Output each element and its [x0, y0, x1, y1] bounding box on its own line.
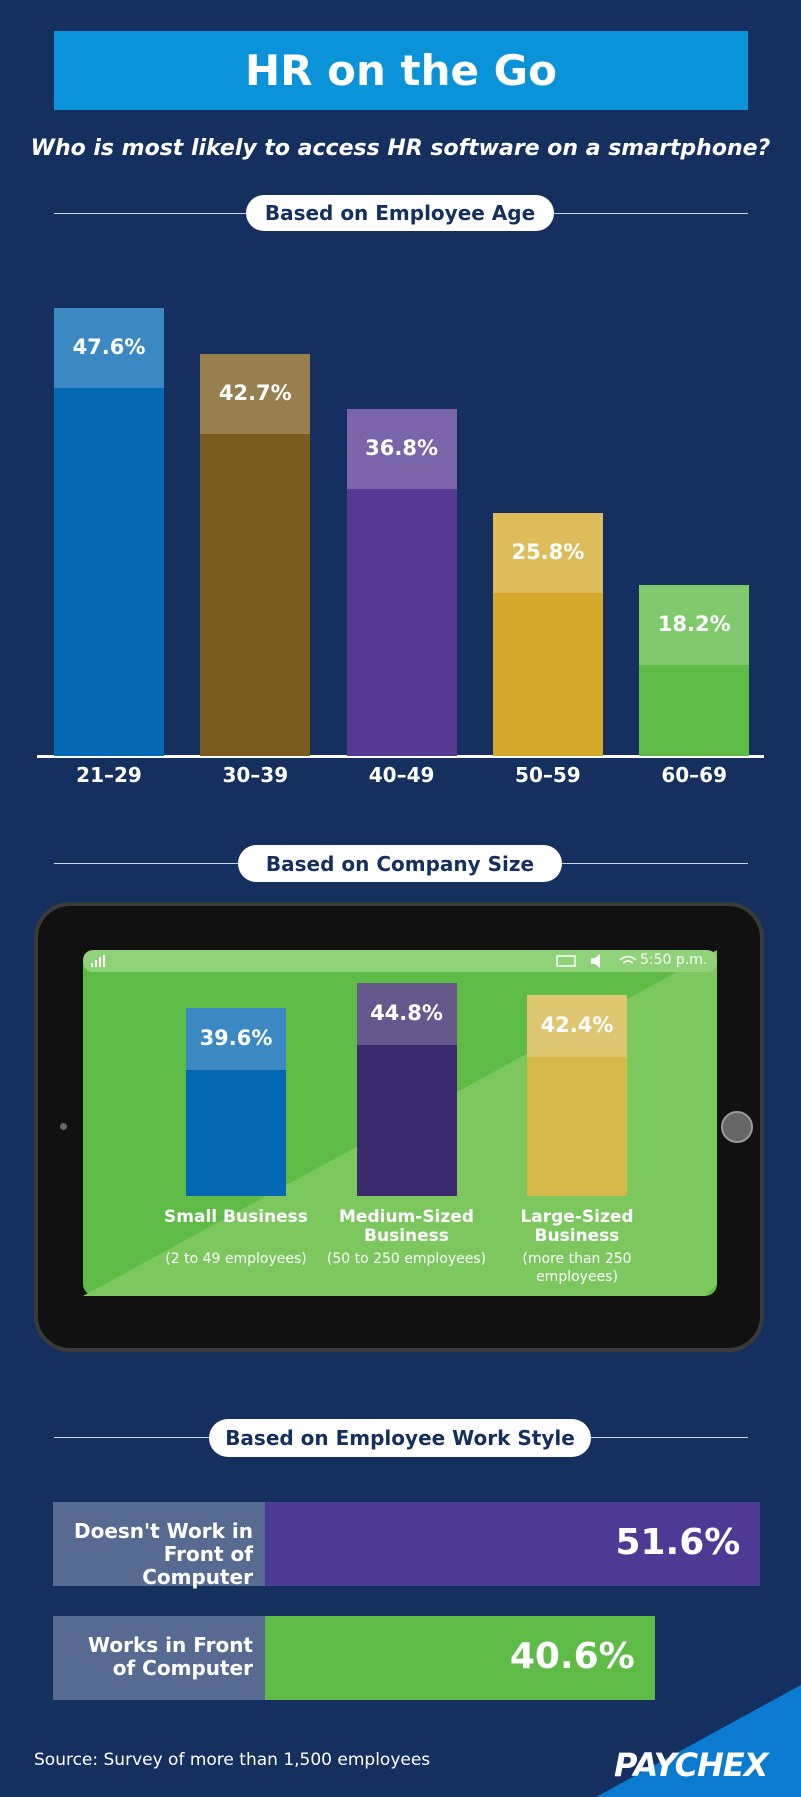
bar-highlight — [492, 512, 603, 593]
brand-triangle — [596, 1685, 801, 1797]
bar — [200, 353, 311, 756]
category-label: Medium-Sized Business — [339, 1207, 474, 1246]
category-label: Small Business — [164, 1207, 308, 1227]
category-label: Doesn't Work in Front of Computer — [73, 1519, 253, 1589]
bar — [492, 512, 603, 756]
bar-highlight — [527, 994, 627, 1057]
bar-highlight — [346, 409, 457, 490]
category-box — [53, 1502, 265, 1586]
camera — [60, 1123, 67, 1130]
wifi-icon — [619, 955, 637, 964]
section-title: Based on Employee Work Style — [209, 1419, 591, 1457]
value-label: 40.6% — [509, 1636, 635, 1677]
category-note: (more than 250 employees) — [522, 1251, 632, 1286]
bar-highlight — [639, 584, 750, 665]
value-label: 44.8% — [370, 1001, 443, 1026]
category-label: 40–49 — [368, 763, 435, 787]
value-label: 36.8% — [365, 436, 439, 461]
baseline — [37, 755, 764, 758]
bar — [54, 307, 164, 756]
bar — [639, 584, 750, 756]
value-label: 51.6% — [615, 1522, 741, 1563]
title-banner: HR on the Go — [54, 31, 748, 110]
status-time: 5:50 p.m. — [640, 952, 708, 968]
brand: PAYCHEX — [614, 1746, 768, 1784]
battery-icon — [556, 955, 576, 967]
value-label: 42.7% — [218, 380, 292, 405]
home-button — [721, 1111, 753, 1143]
bar-highlight — [356, 983, 457, 1046]
category-box — [53, 1616, 265, 1700]
category-note: (50 to 250 employees) — [326, 1251, 487, 1267]
value-label: 18.2% — [657, 611, 731, 636]
category-note: (2 to 49 employees) — [165, 1251, 307, 1267]
category-label: Large-Sized Business — [520, 1207, 634, 1246]
bar — [186, 1007, 286, 1196]
value-label: 42.4% — [540, 1012, 614, 1037]
subtitle: Who is most likely to access HR software… — [30, 136, 771, 161]
bar — [527, 994, 627, 1196]
bar — [265, 1502, 761, 1586]
bar — [265, 1616, 655, 1700]
value-label: 39.6% — [199, 1025, 273, 1050]
category-label: 50–59 — [515, 763, 581, 787]
source: Source: Survey of more than 1,500 employ… — [34, 1750, 431, 1770]
brand-corner — [596, 1685, 801, 1797]
signal-icon — [91, 955, 105, 967]
volume-icon — [591, 954, 600, 968]
section-title: Based on Company Size — [238, 845, 562, 882]
bar — [346, 409, 457, 756]
value-label: 47.6% — [72, 334, 146, 359]
bar-highlight — [54, 307, 164, 388]
category-label: 30–39 — [222, 763, 289, 787]
category-label: 21–29 — [76, 763, 142, 787]
bar — [356, 983, 457, 1196]
value-label: 25.8% — [511, 539, 585, 564]
category-label: 60–69 — [661, 763, 728, 787]
bar-highlight — [186, 1007, 286, 1070]
section-title: Based on Employee Age — [246, 195, 554, 231]
bar-highlight — [200, 353, 311, 434]
category-label: Works in Front of Computer — [88, 1633, 253, 1680]
status-bar — [83, 950, 717, 972]
